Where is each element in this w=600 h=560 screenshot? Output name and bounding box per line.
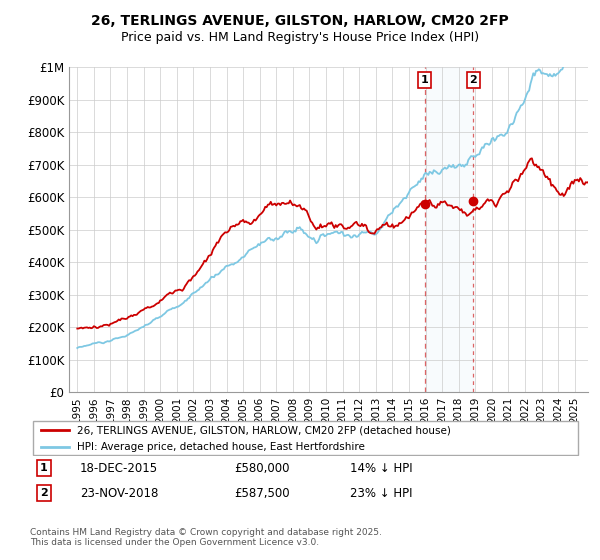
- Text: Contains HM Land Registry data © Crown copyright and database right 2025.
This d: Contains HM Land Registry data © Crown c…: [30, 528, 382, 547]
- Text: 2: 2: [40, 488, 47, 498]
- Text: 14% ↓ HPI: 14% ↓ HPI: [350, 462, 413, 475]
- Text: 23% ↓ HPI: 23% ↓ HPI: [350, 487, 413, 500]
- Text: 26, TERLINGS AVENUE, GILSTON, HARLOW, CM20 2FP: 26, TERLINGS AVENUE, GILSTON, HARLOW, CM…: [91, 14, 509, 28]
- Text: 1: 1: [421, 75, 429, 85]
- Text: 26, TERLINGS AVENUE, GILSTON, HARLOW, CM20 2FP (detached house): 26, TERLINGS AVENUE, GILSTON, HARLOW, CM…: [77, 425, 451, 435]
- Text: 2: 2: [469, 75, 477, 85]
- Text: 18-DEC-2015: 18-DEC-2015: [80, 462, 158, 475]
- Text: £580,000: £580,000: [234, 462, 290, 475]
- Bar: [425, 67, 473, 392]
- Text: £587,500: £587,500: [234, 487, 290, 500]
- Text: 1: 1: [40, 463, 47, 473]
- Text: Price paid vs. HM Land Registry's House Price Index (HPI): Price paid vs. HM Land Registry's House …: [121, 31, 479, 44]
- Text: 23-NOV-2018: 23-NOV-2018: [80, 487, 158, 500]
- Text: HPI: Average price, detached house, East Hertfordshire: HPI: Average price, detached house, East…: [77, 442, 365, 452]
- FancyBboxPatch shape: [33, 422, 578, 455]
